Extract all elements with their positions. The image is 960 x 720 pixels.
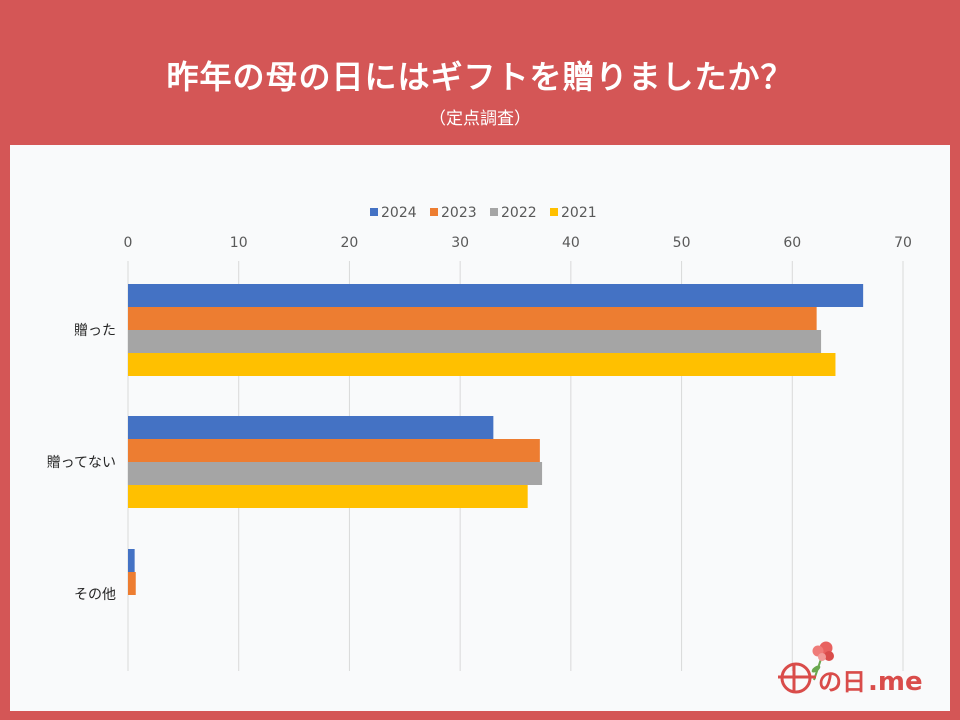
legend-swatch-2024 — [370, 208, 378, 216]
legend-swatch-2023 — [430, 208, 438, 216]
mother-mark-icon — [778, 662, 816, 694]
bar-2022-0 — [128, 330, 822, 353]
bar-2023-1 — [128, 439, 540, 462]
legend-label-2022: 2022 — [501, 205, 537, 221]
bar-2022-1 — [128, 462, 543, 485]
legend-swatch-2021 — [550, 208, 558, 216]
bar-2024-2 — [128, 549, 135, 572]
x-tick-label: 0 — [124, 235, 133, 251]
logo-text-a: の日 — [818, 668, 866, 696]
bar-2023-0 — [128, 307, 817, 330]
x-tick-label: 10 — [230, 235, 248, 251]
legend-label-2023: 2023 — [441, 205, 477, 221]
chart-panel: 0 10 20 30 40 50 60 70 2024 2023 2022 2021 贈った贈ってな… — [10, 145, 950, 711]
bar-chart: 0 10 20 30 40 50 60 70 2024 2023 2022 2021 贈った贈ってな… — [47, 205, 912, 671]
legend-label-2021: 2021 — [561, 205, 597, 221]
bar-2021-1 — [128, 485, 528, 508]
header: 昨年の母の日にはギフトを贈りましたか？ （定点調査） — [0, 0, 960, 145]
x-tick-label: 70 — [894, 235, 912, 251]
page-subtitle: （定点調査） — [429, 109, 531, 129]
legend-swatch-2022 — [490, 208, 498, 216]
bars — [128, 284, 864, 595]
site-logo[interactable]: の日 .me — [770, 636, 940, 697]
page-title: 昨年の母の日にはギフトを贈りましたか？ — [166, 58, 794, 96]
bar-2024-0 — [128, 284, 864, 307]
legend-label-2024: 2024 — [381, 205, 417, 221]
category-label: 贈った — [74, 323, 116, 339]
x-tick-label: 40 — [562, 235, 580, 251]
x-axis-ticks: 0 10 20 30 40 50 60 70 — [124, 235, 912, 251]
legend: 2024 2023 2022 2021 — [370, 205, 597, 221]
category-label: その他 — [74, 587, 116, 603]
x-tick-label: 20 — [341, 235, 359, 251]
x-tick-label: 60 — [783, 235, 801, 251]
category-label: 贈ってない — [47, 455, 116, 471]
bar-2021-0 — [128, 353, 836, 376]
x-tick-label: 30 — [451, 235, 469, 251]
bar-2023-2 — [128, 572, 136, 595]
logo-text-b: .me — [868, 667, 923, 696]
x-tick-label: 50 — [673, 235, 691, 251]
bar-2024-1 — [128, 416, 494, 439]
